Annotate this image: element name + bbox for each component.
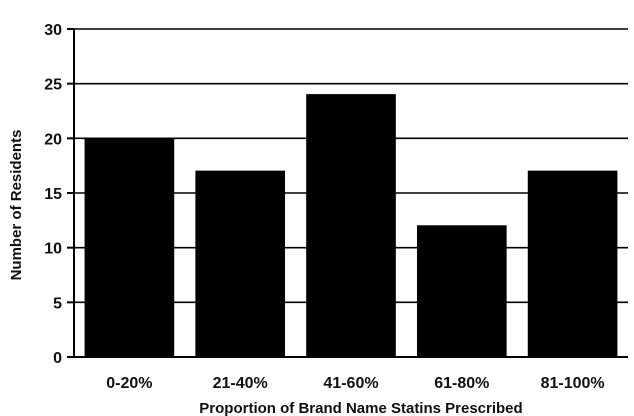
y-tick-label: 10 bbox=[44, 241, 62, 258]
x-axis-title: Proportion of Brand Name Statins Prescri… bbox=[199, 400, 522, 416]
x-tick-labels: 0-20% 21-40% 41-60% 61-80% 81-100% bbox=[106, 375, 604, 392]
y-tick-label: 0 bbox=[53, 350, 62, 367]
axes bbox=[67, 28, 628, 358]
y-tick-label: 5 bbox=[53, 295, 62, 312]
x-tick-label: 0-20% bbox=[106, 375, 152, 392]
x-tick-label: 21-40% bbox=[213, 375, 268, 392]
bars bbox=[84, 94, 618, 358]
y-tick-labels: 0 5 10 15 20 25 30 bbox=[44, 22, 62, 367]
x-tick-label: 61-80% bbox=[434, 375, 489, 392]
x-tick-label: 81-100% bbox=[541, 375, 605, 392]
x-tick-label: 41-60% bbox=[323, 375, 378, 392]
y-axis-title: Number of Residents bbox=[8, 130, 25, 281]
bar-0-20pct bbox=[84, 137, 175, 358]
bar-21-40pct bbox=[195, 170, 286, 358]
y-tick-label: 25 bbox=[44, 77, 62, 94]
y-tick-label: 30 bbox=[44, 22, 62, 39]
y-tick-label: 15 bbox=[44, 186, 62, 203]
bar-81-100pct bbox=[527, 170, 618, 358]
bar-61-80pct bbox=[416, 225, 507, 358]
bar-41-60pct bbox=[306, 94, 396, 358]
y-tick-label: 20 bbox=[44, 131, 62, 148]
